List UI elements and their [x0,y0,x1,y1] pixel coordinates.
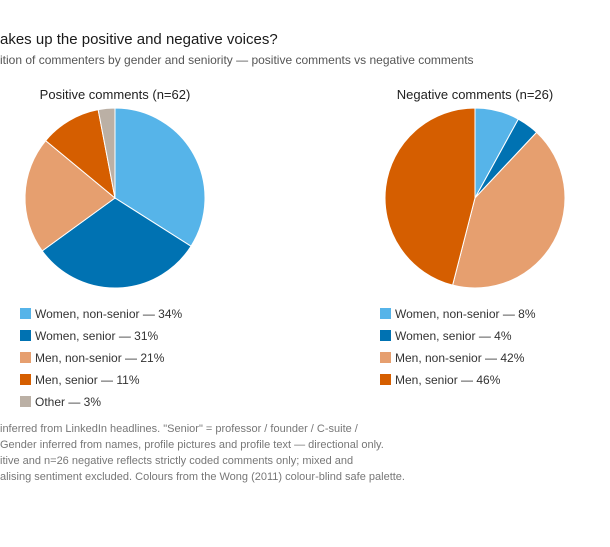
legend-item: Men, senior — 46% [380,372,536,394]
legend-swatch [380,374,391,385]
legend-label: Men, non-senior — 42% [395,351,525,365]
legend-swatch [20,308,31,319]
positive-pie-slice-0 [114,107,206,247]
negative-pie-title: Negative comments (n=26) [397,87,553,102]
positive-pie: Positive comments (n=62) [24,87,206,289]
legend-item: Women, non-senior — 8% [380,306,536,328]
legend-swatch [380,308,391,319]
positive-pie-slice-2 [24,139,116,252]
legend-swatch [20,330,31,341]
chart-title: akes up the positive and negative voices… [0,31,278,48]
negative-pie-slice-2 [452,131,566,289]
footnote-line: alising sentiment excluded. Colours from… [0,471,405,483]
positive-pie-slice-4 [97,107,116,199]
legend-label: Other — 3% [35,395,102,409]
legend-item: Other — 3% [20,394,182,416]
footnote-line: itive and n=26 negative reflects strictl… [0,455,354,467]
positive-pie-title: Positive comments (n=62) [40,87,191,102]
chart-subtitle: ition of commenters by gender and senior… [0,53,474,67]
legend-label: Men, non-senior — 21% [35,351,165,365]
legend-label: Men, senior — 11% [35,373,140,387]
footnote: inferred from LinkedIn headlines. "Senio… [0,421,405,485]
negative-pie: Negative comments (n=26) [384,87,566,289]
legend-label: Women, senior — 4% [395,329,512,343]
legend-swatch [20,396,31,407]
legend-item: Men, non-senior — 42% [380,350,536,372]
legend-swatch [380,352,391,363]
footnote-line: inferred from LinkedIn headlines. "Senio… [0,423,358,435]
legend-label: Women, non-senior — 8% [395,307,536,321]
positive-pie-slice-1 [41,197,192,289]
legend-item: Women, non-senior — 34% [20,306,182,328]
footnote-line: Gender inferred from names, profile pict… [0,439,384,451]
legend-item: Women, senior — 4% [380,328,536,350]
legend-swatch [20,374,31,385]
positive-legend: Women, non-senior — 34% Women, senior — 3… [20,306,182,416]
negative-pie-slice-3 [384,107,476,286]
legend-label: Men, senior — 46% [395,373,501,387]
legend-swatch [380,330,391,341]
legend-item: Men, senior — 11% [20,372,182,394]
legend-item: Men, non-senior — 21% [20,350,182,372]
negative-legend: Women, non-senior — 8% Women, senior — 4%… [380,306,536,394]
legend-item: Women, senior — 31% [20,328,182,350]
legend-label: Women, senior — 31% [35,329,159,343]
legend-swatch [20,352,31,363]
legend-label: Women, non-senior — 34% [35,307,183,321]
